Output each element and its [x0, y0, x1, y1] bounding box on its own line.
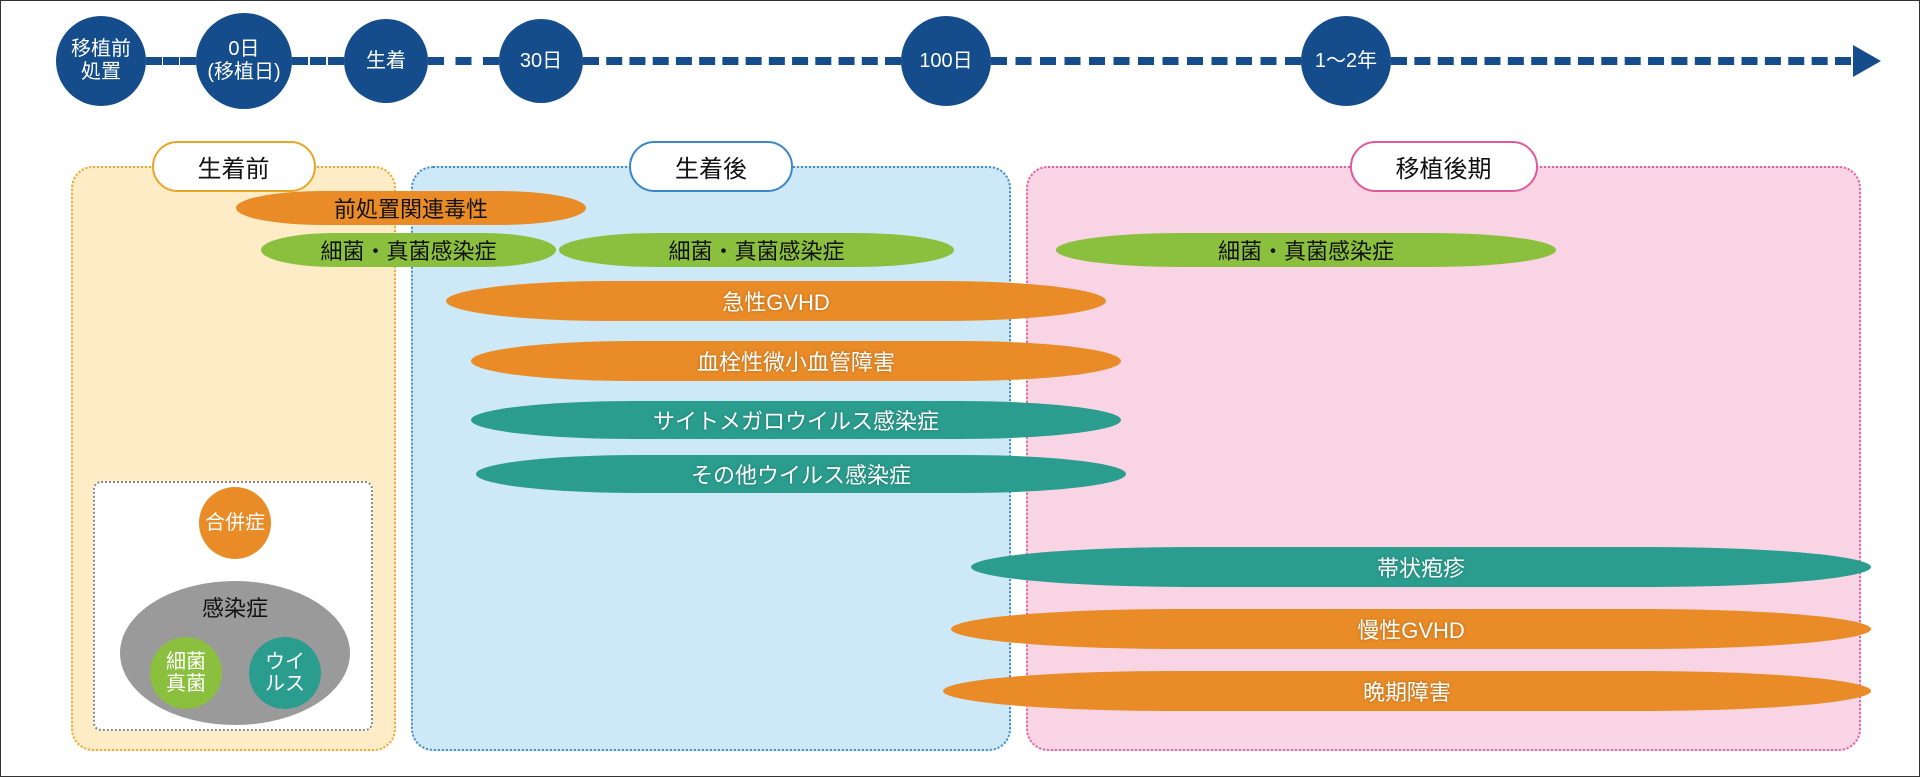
- complication-bar: 帯状疱疹: [971, 547, 1871, 587]
- complication-bar: その他ウイルス感染症: [476, 455, 1126, 493]
- complication-bar: 急性GVHD: [446, 281, 1106, 321]
- legend-complication: 合併症: [199, 487, 271, 559]
- timeline-node: 0日 (移植日): [196, 13, 292, 109]
- timeline-node: 移植前 処置: [56, 16, 146, 106]
- complication-bar: 前処置関連毒性: [236, 191, 586, 225]
- complication-bar: 細菌・真菌感染症: [1056, 233, 1556, 267]
- complication-bar: 慢性GVHD: [951, 609, 1871, 649]
- complication-bar: 細菌・真菌感染症: [559, 233, 954, 267]
- timeline-dash: [428, 57, 499, 65]
- timeline-dash: [583, 57, 901, 65]
- timeline-arrow-icon: [1853, 45, 1881, 77]
- complication-bar: 晩期障害: [943, 671, 1871, 711]
- complication-bar: 血栓性微小血管障害: [471, 341, 1121, 381]
- timeline-node: 30日: [499, 19, 583, 103]
- legend-virus: ウイ ルス: [249, 637, 321, 709]
- phase-label: 移植後期: [1350, 141, 1538, 192]
- legend-bacteria: 細菌 真菌: [150, 637, 222, 709]
- timeline-dash: [1391, 57, 1851, 65]
- phase-label: 生着後: [629, 141, 793, 192]
- timeline-dash: [991, 57, 1301, 65]
- legend-infection-label: 感染症: [120, 591, 350, 623]
- timeline-node: 1～2年: [1301, 16, 1391, 106]
- timeline-dash: [146, 57, 196, 65]
- complication-bar: サイトメガロウイルス感染症: [471, 401, 1121, 439]
- legend-box: 合併症 感染症 細菌 真菌 ウイ ルス: [93, 481, 373, 731]
- timeline-node: 100日: [901, 16, 991, 106]
- timeline-node: 生着: [344, 19, 428, 103]
- timeline-dash: [292, 57, 344, 65]
- complication-bar: 細菌・真菌感染症: [261, 233, 556, 267]
- phase-label: 生着前: [152, 141, 316, 192]
